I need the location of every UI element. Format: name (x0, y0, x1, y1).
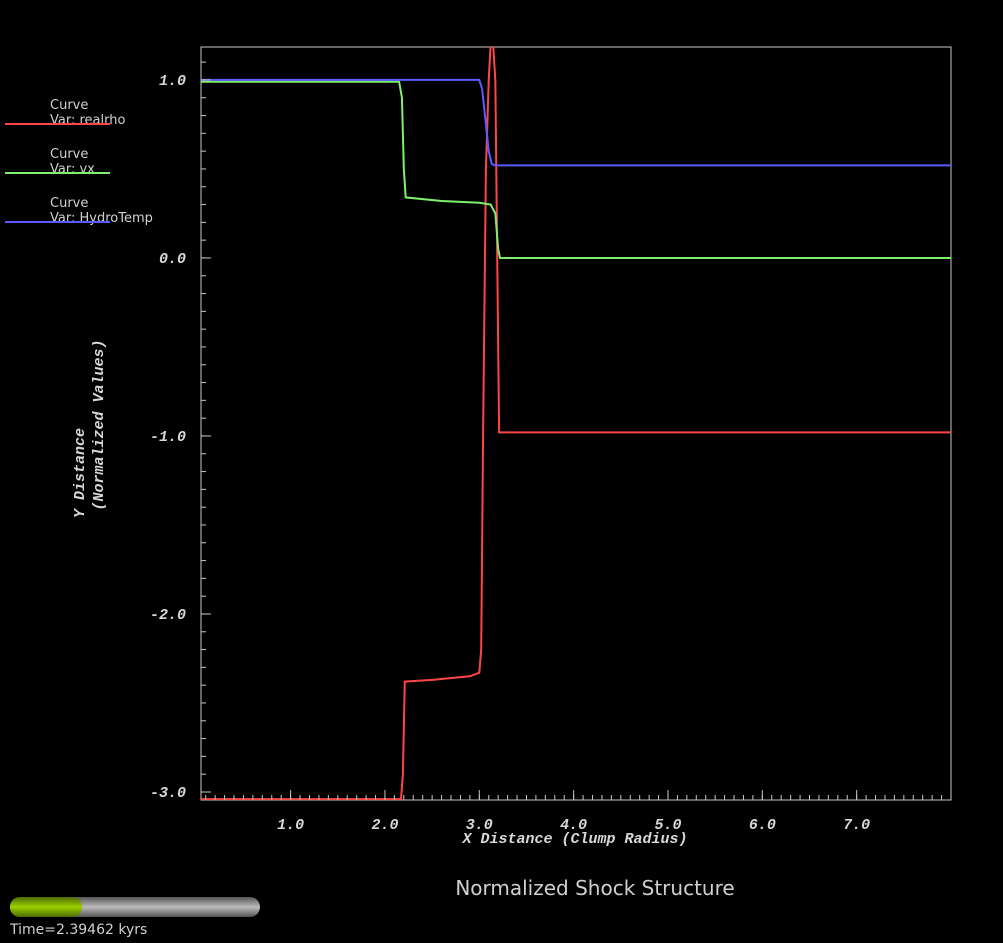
x-tick-label: 1.0 (277, 817, 304, 834)
x-tick-label: 3.0 (466, 817, 493, 834)
legend-name: Var: vx (50, 162, 95, 177)
y-tick-label: -1.0 (150, 429, 186, 446)
y-axis-label-line: (Normalized Values) (91, 339, 108, 510)
series-line (201, 80, 951, 259)
x-axis-label: X Distance (Clump Radius) (461, 831, 687, 848)
y-tick-label: -2.0 (150, 607, 186, 624)
time-label: Time=2.39462 kyrs (9, 922, 147, 938)
time-slider-progress (10, 897, 82, 917)
legend-name: Var: realrho (50, 113, 125, 128)
x-tick-label: 7.0 (843, 817, 870, 834)
legend-name: Var: HydroTemp (50, 211, 153, 226)
chart-title: Normalized Shock Structure (455, 876, 734, 900)
x-tick-label: 5.0 (654, 817, 681, 834)
y-axis-label-line: Y Distance (72, 428, 89, 518)
y-tick-label: 1.0 (159, 73, 186, 90)
legend-label: Curve (50, 196, 88, 211)
x-tick-label: 6.0 (749, 817, 776, 834)
legend-label: Curve (50, 147, 88, 162)
plot-frame (200, 46, 952, 801)
series-line (201, 78, 951, 167)
x-tick-label: 4.0 (560, 817, 587, 834)
y-tick-label: -3.0 (150, 785, 186, 802)
y-axis-label: Y Distance (Normalized Values) (72, 339, 108, 518)
legend-label: Curve (50, 98, 88, 113)
series-line (201, 47, 951, 800)
y-tick-label: 0.0 (159, 251, 186, 268)
x-tick-label: 2.0 (371, 817, 398, 834)
plot-area (201, 47, 951, 800)
